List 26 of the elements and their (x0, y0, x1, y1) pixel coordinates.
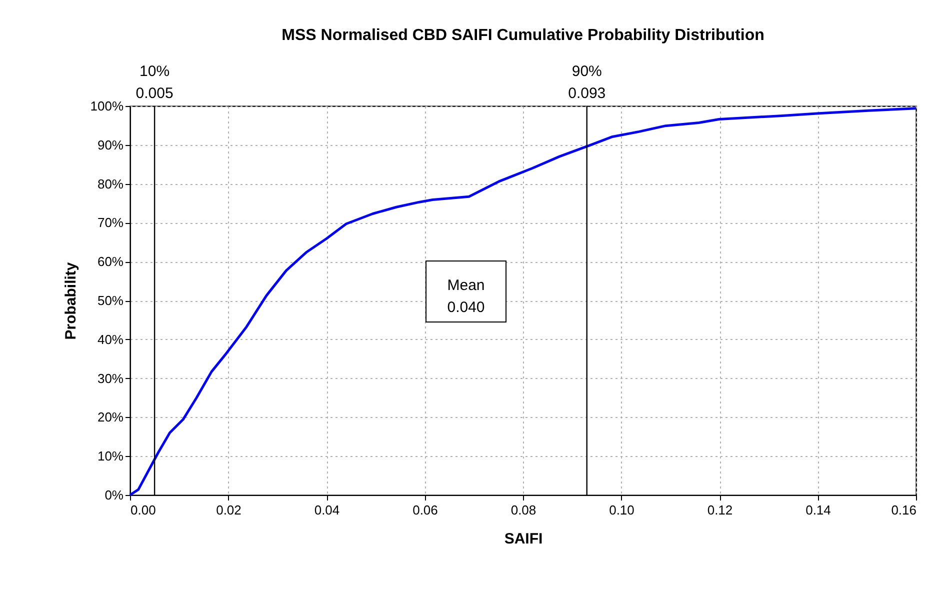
ref-line-label: 90% 0.093 (568, 63, 606, 102)
x-tick-label: 0.10 (609, 502, 634, 518)
y-tick-label: 80% (97, 176, 124, 192)
y-tick-label: 70% (97, 215, 124, 230)
y-tick-label: 90% (97, 137, 124, 152)
y-axis-title: Probability (62, 262, 80, 340)
y-tick-label: 60% (97, 254, 124, 270)
x-axis-title: SAIFI (504, 530, 543, 548)
y-tick-label: 40% (97, 332, 124, 347)
x-tick-label: 0.00 (130, 502, 156, 518)
y-tick-label: 100% (90, 98, 124, 114)
y-tick-label: 10% (97, 448, 124, 464)
y-tick-label: 50% (97, 293, 124, 308)
x-tick-label: 0.12 (707, 502, 733, 518)
x-tick-label: 0.08 (510, 502, 536, 518)
x-tick-label: 0.02 (216, 502, 242, 518)
chart-title: MSS Normalised CBD SAIFI Cumulative Probability Distribution (282, 27, 764, 44)
x-tick-label: 0.16 (891, 502, 916, 518)
y-tick-label: 20% (97, 410, 124, 425)
annotation: Mean 0.040 (447, 277, 485, 316)
x-tick-label: 0.06 (412, 502, 438, 518)
y-tick-label: 30% (97, 370, 124, 386)
y-tick-label: 0% (104, 488, 124, 502)
ref-line-label: 10% 0.005 (136, 63, 174, 102)
x-tick-label: 0.04 (314, 502, 340, 518)
x-tick-label: 0.14 (806, 502, 831, 518)
